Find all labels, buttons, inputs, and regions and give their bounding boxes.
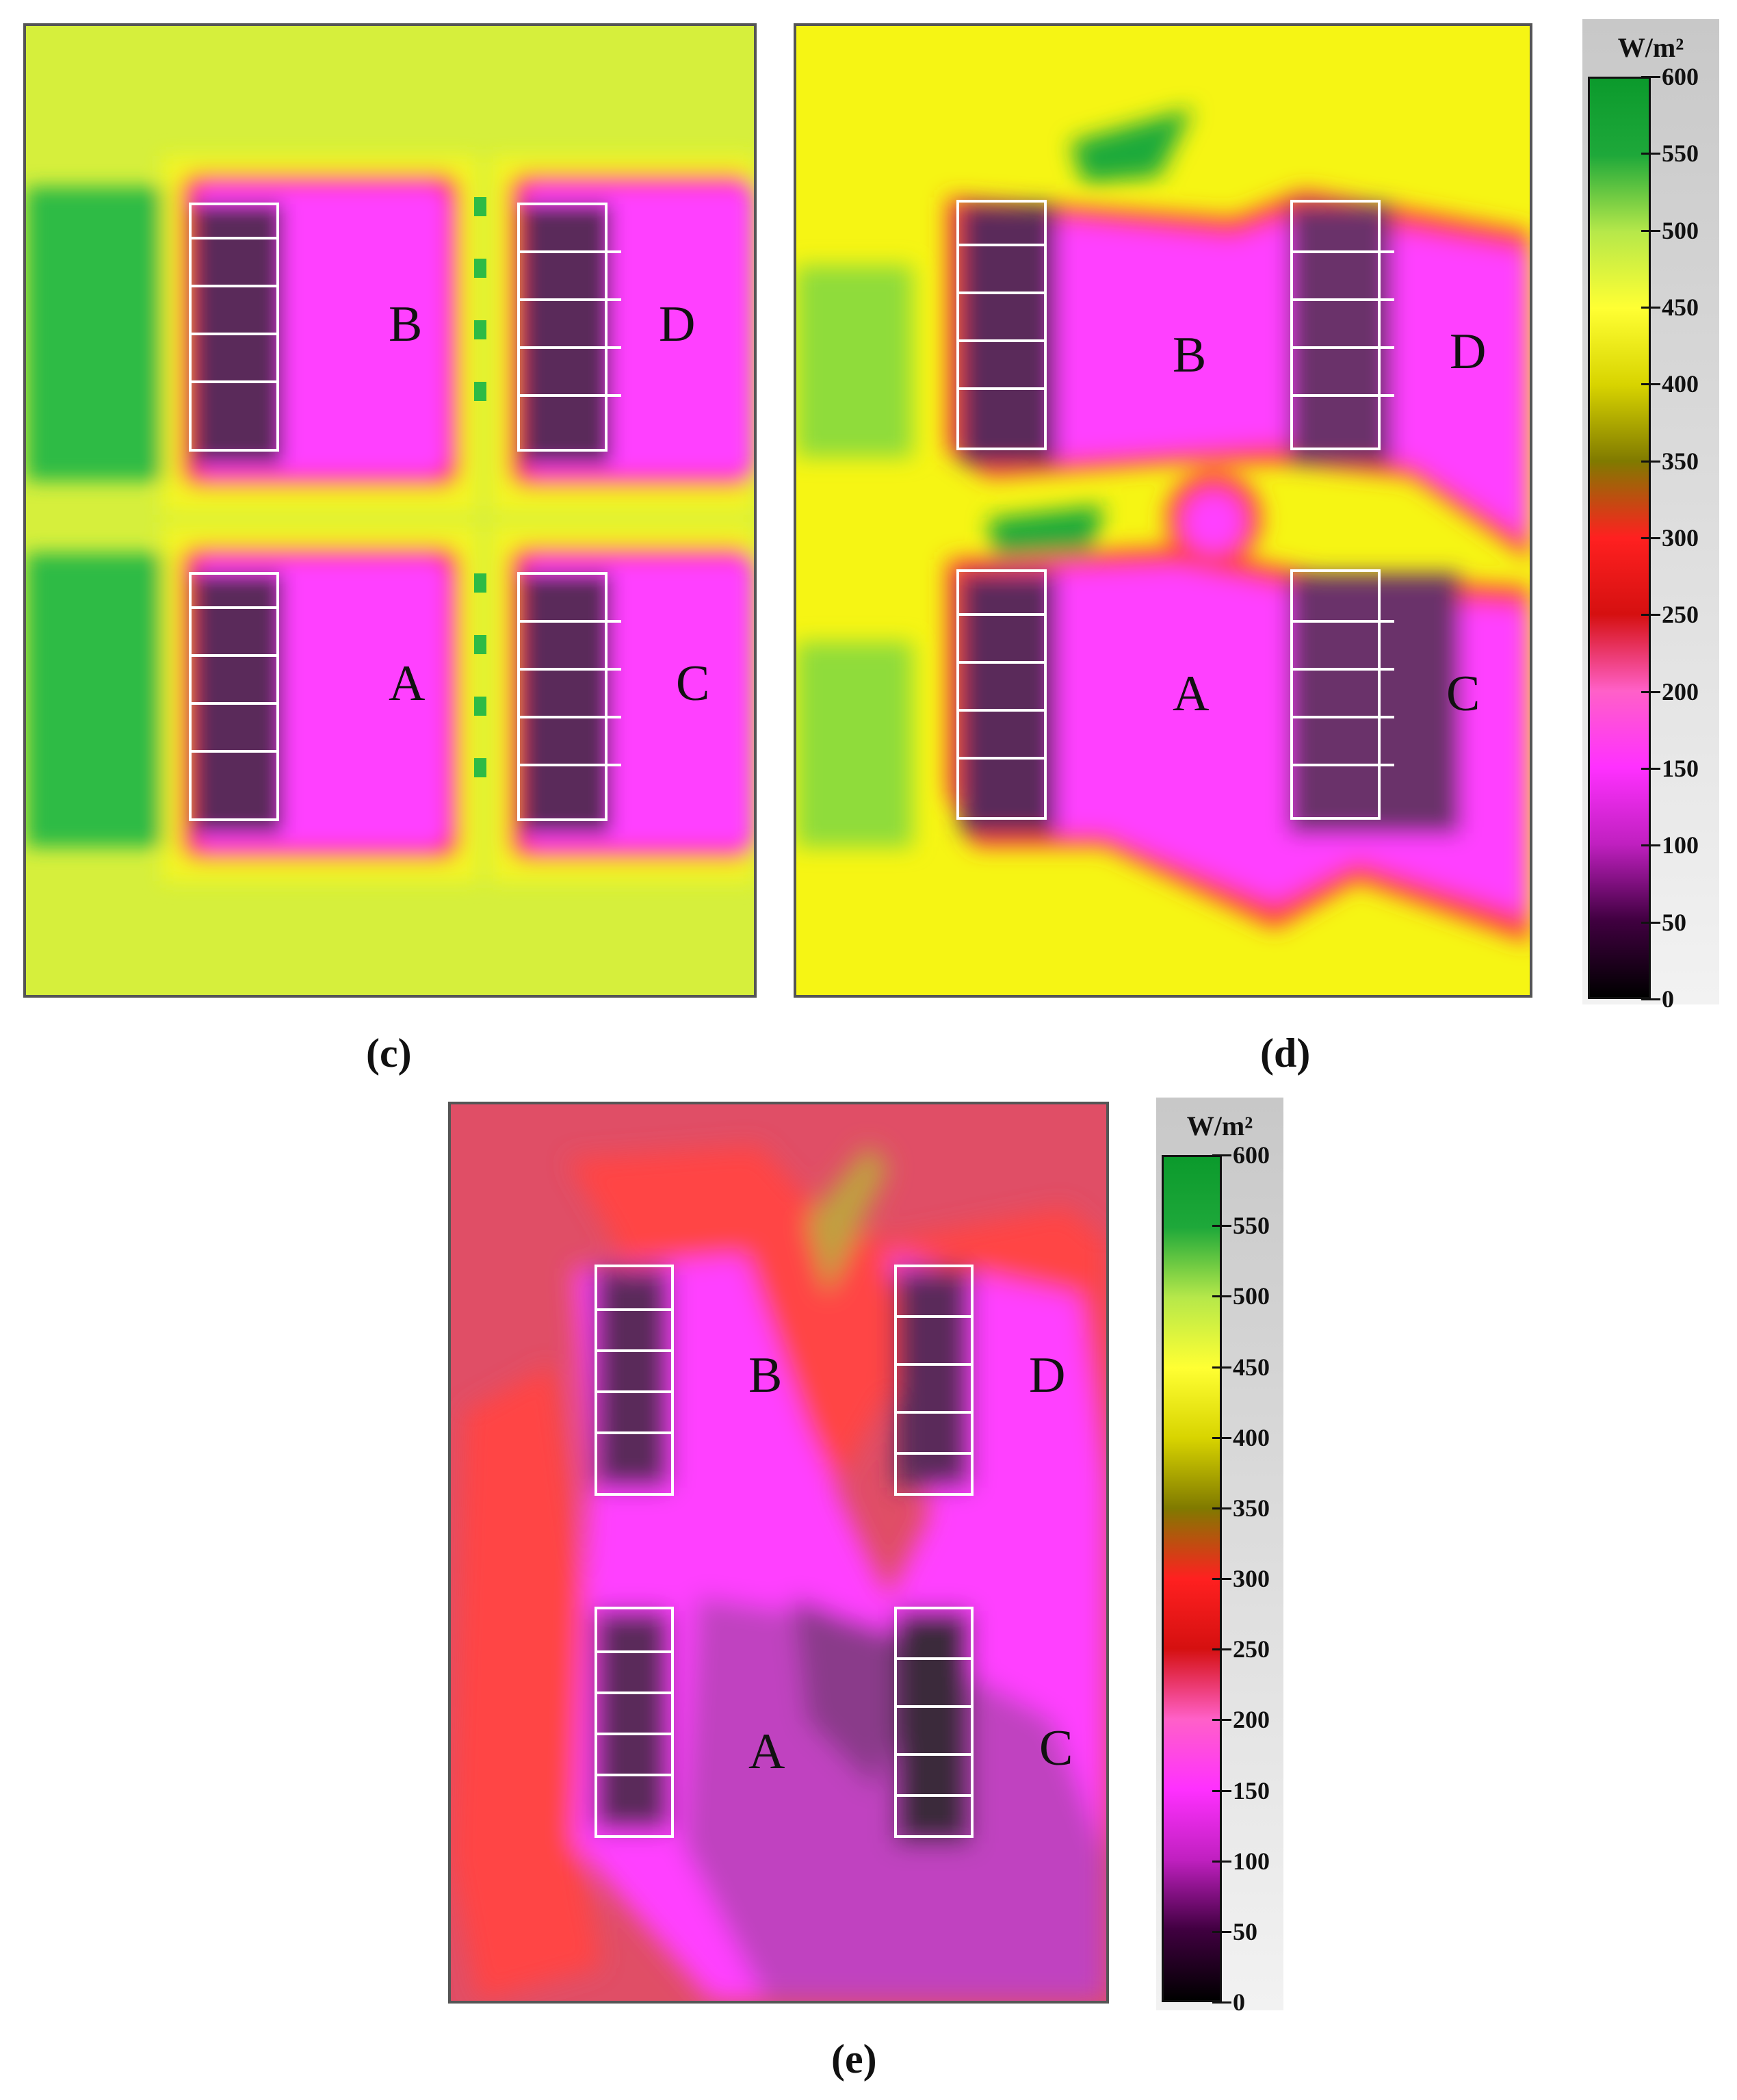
colorbar-tick-label: 100 xyxy=(1662,831,1699,859)
colorbar-tick xyxy=(1641,768,1660,770)
colorbar-bottom: W/m² 600 550 500 450 400 350 300 250 200 150 100 50… xyxy=(1156,1098,1283,2016)
colorbar-tick xyxy=(1641,614,1660,617)
colorbar-tick xyxy=(1212,1436,1231,1439)
colorbar-tick-label: 600 xyxy=(1233,1141,1270,1169)
colorbar-tick xyxy=(1641,690,1660,693)
colorbar-tick xyxy=(1641,76,1660,78)
colorbar-tick-label: 50 xyxy=(1233,1917,1257,1945)
colorbar-top-unit: W/m² xyxy=(1617,32,1684,63)
colorbar-tick xyxy=(1641,229,1660,232)
colorbar-tick xyxy=(1212,1507,1231,1509)
colorbar-tick-label: 350 xyxy=(1662,447,1699,475)
colorbar-tick-label: 200 xyxy=(1233,1706,1270,1734)
colorbar-tick-label: 250 xyxy=(1662,601,1699,629)
panel-c-label-a: A xyxy=(389,656,425,712)
panel-c-label-c: C xyxy=(676,656,709,712)
colorbar-tick xyxy=(1641,153,1660,155)
colorbar-bottom-unit: W/m² xyxy=(1186,1111,1253,1141)
colorbar-tick xyxy=(1212,2001,1231,2004)
colorbar-tick-label: 500 xyxy=(1233,1282,1270,1310)
colorbar-top: W/m² 600 550 500 450 400 350 300 250 200 150 100 50… xyxy=(1582,19,1719,1013)
colorbar-tick-label: 0 xyxy=(1233,1988,1245,2016)
panel-d-label-a: A xyxy=(1173,666,1209,722)
colorbar-tick xyxy=(1212,1789,1231,1792)
panel-e-label-d: D xyxy=(1029,1347,1065,1403)
colorbar-tick xyxy=(1212,1295,1231,1298)
colorbar-tick xyxy=(1641,844,1660,847)
colorbar-tick-label: 550 xyxy=(1662,140,1699,168)
panel-c-label-b: B xyxy=(389,296,422,352)
colorbar-tick xyxy=(1641,998,1660,1000)
panel-d-label-d: D xyxy=(1450,324,1486,380)
panel-c-label-d: D xyxy=(659,296,695,352)
colorbar-tick-label: 50 xyxy=(1662,908,1686,936)
colorbar-tick xyxy=(1212,1578,1231,1580)
colorbar-tick-label: 450 xyxy=(1662,294,1699,321)
colorbar-tick xyxy=(1212,1225,1231,1228)
colorbar-tick-label: 200 xyxy=(1662,677,1699,705)
colorbar-tick xyxy=(1212,1860,1231,1863)
panel-c-caption: (c) xyxy=(366,1030,412,1076)
panel-e-caption: (e) xyxy=(831,2036,877,2082)
colorbar-tick-label: 350 xyxy=(1233,1494,1270,1522)
colorbar-tick-label: 400 xyxy=(1233,1423,1270,1451)
colorbar-tick-label: 450 xyxy=(1233,1353,1270,1381)
panel-e-label-a: A xyxy=(748,1724,785,1780)
panel-e-map: B D A C xyxy=(451,1104,1106,2001)
colorbar-tick xyxy=(1212,1719,1231,1722)
panel-d: B D A C xyxy=(794,23,1532,998)
colorbar-tick-label: 400 xyxy=(1662,370,1699,398)
colorbar-tick-label: 500 xyxy=(1662,216,1699,244)
colorbar-tick xyxy=(1212,1366,1231,1369)
panel-e: B D A C xyxy=(448,1102,1109,2004)
colorbar-tick-label: 550 xyxy=(1233,1212,1270,1240)
panel-d-label-b: B xyxy=(1173,327,1206,383)
colorbar-tick-label: 100 xyxy=(1233,1847,1270,1875)
colorbar-tick xyxy=(1641,383,1660,386)
panel-d-map: B D A C xyxy=(796,26,1530,995)
panel-d-label-c: C xyxy=(1446,666,1480,722)
colorbar-tick-label: 300 xyxy=(1233,1565,1270,1592)
panel-c: B D A C xyxy=(23,23,757,998)
colorbar-top-gradient xyxy=(1588,77,1651,999)
colorbar-tick-label: 0 xyxy=(1662,985,1674,1013)
colorbar-tick-label: 150 xyxy=(1662,755,1699,782)
colorbar-tick xyxy=(1641,460,1660,463)
colorbar-tick-label: 600 xyxy=(1662,63,1699,90)
colorbar-tick-label: 300 xyxy=(1662,524,1699,552)
colorbar-tick xyxy=(1212,1154,1231,1156)
colorbar-tick xyxy=(1212,1648,1231,1651)
panel-c-map: B D A C xyxy=(26,26,754,995)
colorbar-tick xyxy=(1641,307,1660,309)
colorbar-tick xyxy=(1212,1930,1231,1933)
panel-e-label-b: B xyxy=(748,1347,782,1403)
colorbar-tick-label: 250 xyxy=(1233,1635,1270,1663)
colorbar-bottom-gradient xyxy=(1162,1155,1222,2002)
panel-e-label-c: C xyxy=(1039,1720,1073,1776)
panel-d-caption: (d) xyxy=(1260,1030,1311,1076)
colorbar-tick xyxy=(1641,921,1660,924)
colorbar-tick-label: 150 xyxy=(1233,1776,1270,1804)
colorbar-tick xyxy=(1641,537,1660,539)
